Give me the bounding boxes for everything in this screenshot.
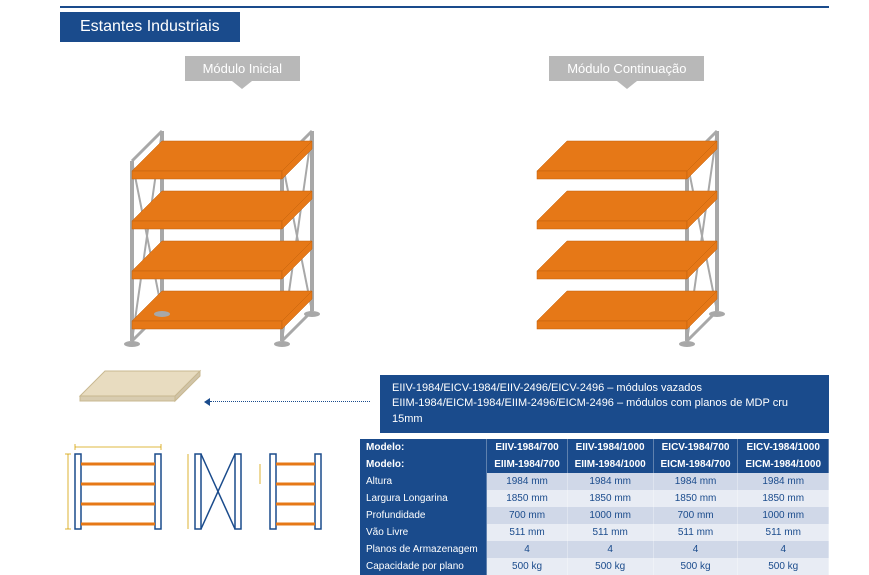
row-label: Vão Livre (360, 524, 487, 541)
mdf-board-diagram (70, 361, 210, 421)
row-value: 500 kg (738, 558, 829, 575)
bottom-row: Modelo: EIIV-1984/700 EIIV-1984/1000 EIC… (60, 439, 829, 575)
arrow-indicator (210, 401, 370, 402)
page-title: Estantes Industriais (60, 12, 240, 42)
info-band: EIIV-1984/EICV-1984/EIIV-2496/EICV-2496 … (380, 375, 829, 433)
row-value: 1850 mm (653, 490, 738, 507)
th-col-3b: EICM-1984/700 (653, 456, 738, 473)
row-value: 1984 mm (653, 473, 738, 490)
table-row: Profundidade700 mm1000 mm700 mm1000 mm (360, 507, 829, 524)
row-label: Planos de Armazenagem (360, 541, 487, 558)
th-col-4b: EICM-1984/1000 (738, 456, 829, 473)
row-value: 1850 mm (738, 490, 829, 507)
row-value: 500 kg (487, 558, 567, 575)
th-col-2b: EIIM-1984/1000 (567, 456, 653, 473)
top-divider (60, 6, 829, 8)
rack-continuation-diagram (497, 101, 797, 371)
row-value: 1984 mm (738, 473, 829, 490)
row-value: 4 (567, 541, 653, 558)
row-label: Capacidade por plano (360, 558, 487, 575)
row-label: Largura Longarina (360, 490, 487, 507)
row-value: 4 (653, 541, 738, 558)
row-value: 500 kg (567, 558, 653, 575)
diagrams-row (40, 101, 849, 371)
row-value: 1000 mm (567, 507, 653, 524)
row-label: Altura (360, 473, 487, 490)
module-label-initial: Módulo Inicial (185, 56, 301, 81)
row-value: 700 mm (653, 507, 738, 524)
table-row: Largura Longarina1850 mm1850 mm1850 mm18… (360, 490, 829, 507)
th-col-1b: EIIM-1984/700 (487, 456, 567, 473)
info-line-2: EIIM-1984/EICM-1984/EIIM-2496/EICM-2496 … (392, 396, 817, 427)
table-header-row-1: Modelo: EIIV-1984/700 EIIV-1984/1000 EIC… (360, 439, 829, 456)
table-row: Capacidade por plano500 kg500 kg500 kg50… (360, 558, 829, 575)
th-col-3a: EICV-1984/700 (653, 439, 738, 456)
module-labels-row: Módulo Inicial Módulo Continuação (60, 56, 829, 81)
spec-table: Modelo: EIIV-1984/700 EIIV-1984/1000 EIC… (360, 439, 829, 575)
row-value: 4 (738, 541, 829, 558)
th-col-4a: EICV-1984/1000 (738, 439, 829, 456)
row-value: 500 kg (653, 558, 738, 575)
table-header-row-2: Modelo: EIIM-1984/700 EIIM-1984/1000 EIC… (360, 456, 829, 473)
row-value: 1850 mm (487, 490, 567, 507)
th-col-2a: EIIV-1984/1000 (567, 439, 653, 456)
info-line-1: EIIV-1984/EICV-1984/EIIV-2496/EICV-2496 … (392, 381, 817, 396)
table-row: Altura1984 mm1984 mm1984 mm1984 mm (360, 473, 829, 490)
row-value: 700 mm (487, 507, 567, 524)
row-value: 4 (487, 541, 567, 558)
row-value: 1984 mm (567, 473, 653, 490)
th-modelo-2: Modelo: (360, 456, 487, 473)
row-value: 1850 mm (567, 490, 653, 507)
row-value: 1984 mm (487, 473, 567, 490)
schematic-diagrams (60, 439, 340, 549)
row-value: 511 mm (567, 524, 653, 541)
th-modelo-1: Modelo: (360, 439, 487, 456)
module-label-continuation: Módulo Continuação (549, 56, 704, 81)
row-value: 511 mm (738, 524, 829, 541)
row-value: 1000 mm (738, 507, 829, 524)
row-label: Profundidade (360, 507, 487, 524)
table-row: Vão Livre511 mm511 mm511 mm511 mm (360, 524, 829, 541)
table-row: Planos de Armazenagem4444 (360, 541, 829, 558)
th-col-1a: EIIV-1984/700 (487, 439, 567, 456)
row-value: 511 mm (653, 524, 738, 541)
row-value: 511 mm (487, 524, 567, 541)
rack-initial-diagram (92, 101, 392, 371)
